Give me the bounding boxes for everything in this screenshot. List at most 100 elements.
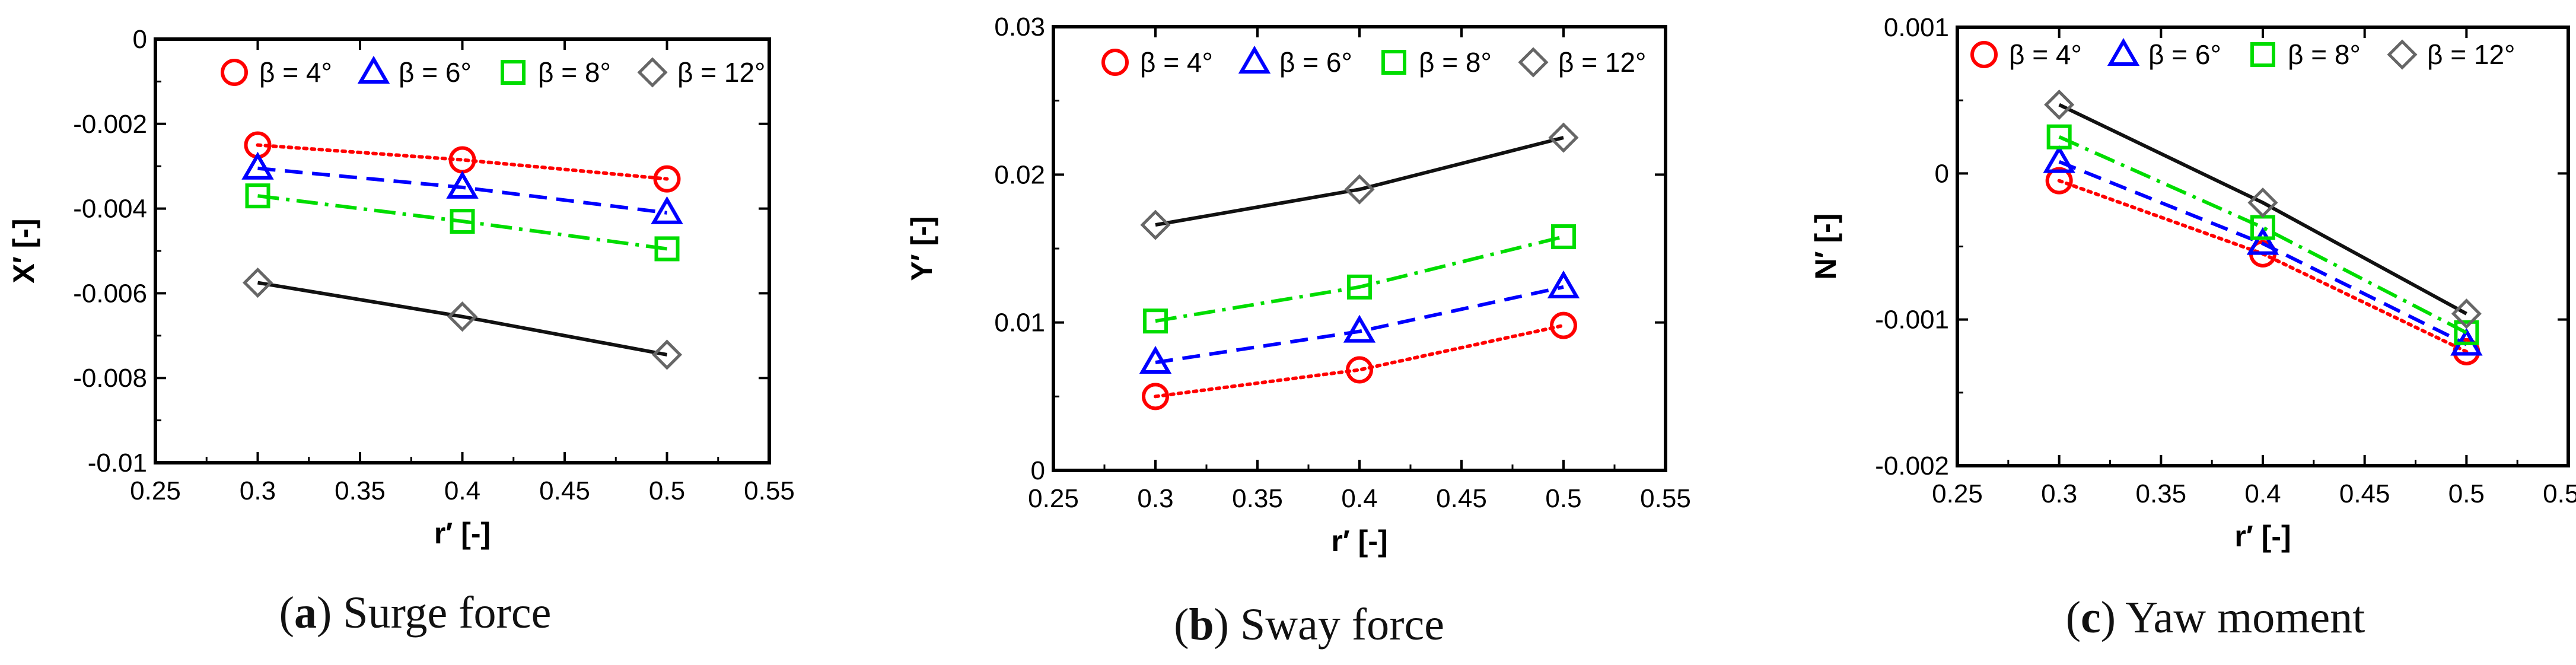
y-axis-label: Y′ [-] xyxy=(905,216,938,281)
caption-c: (c) Yaw moment xyxy=(2065,593,2365,642)
data-point xyxy=(2247,187,2278,218)
y-tick-label: -0.006 xyxy=(73,279,147,308)
x-tick-label: 0.55 xyxy=(1640,484,1691,513)
legend-marker xyxy=(1101,49,1129,76)
data-point xyxy=(1548,122,1579,153)
x-tick-label: 0.25 xyxy=(1028,484,1079,513)
data-point xyxy=(1347,274,1372,300)
y-axis-label: N′ [-] xyxy=(1809,214,1842,280)
data-point xyxy=(1142,383,1169,411)
series-line-2 xyxy=(257,194,667,251)
x-tick-label: 0.55 xyxy=(744,476,795,505)
legend-label: β = 8° xyxy=(1419,47,1492,78)
y-tick-label: 0.03 xyxy=(994,12,1045,42)
x-tick-label: 0.35 xyxy=(1232,484,1283,513)
data-point xyxy=(1139,345,1172,374)
series-line-3 xyxy=(257,281,668,357)
legend-marker xyxy=(1381,50,1406,75)
y-tick-label: -0.002 xyxy=(73,110,147,139)
series-line-0 xyxy=(1154,323,1565,399)
legend-marker xyxy=(221,59,248,86)
y-tick-label: -0.001 xyxy=(1875,306,1949,335)
x-tick-label: 0.25 xyxy=(1932,479,1983,508)
series-line-1 xyxy=(1155,285,1564,364)
caption-a: (a) Surge force xyxy=(279,588,552,638)
legend-label: β = 12° xyxy=(2427,39,2515,70)
x-tick-label: 0.25 xyxy=(130,476,181,505)
x-axis-label: r′ [-] xyxy=(2234,520,2291,553)
y-tick-label: -0.01 xyxy=(88,448,147,478)
data-point xyxy=(1143,308,1168,334)
y-tick-label: 0 xyxy=(1031,456,1045,485)
chart-panel-b: 0.25 0.3 0.35 0.4 0.45 0.5 0.55 0 0.01 0.02 0.03 r′… xyxy=(905,12,1691,558)
legend-label: β = 6° xyxy=(1279,47,1352,78)
series-line-2 xyxy=(2058,135,2467,335)
legend-marker xyxy=(501,60,526,85)
legend-marker xyxy=(357,56,390,84)
legend-marker xyxy=(1238,46,1271,74)
legend-label: β = 12° xyxy=(677,57,765,88)
series-line-3 xyxy=(1155,136,1564,227)
data-point xyxy=(1343,314,1376,343)
x-tick-label: 0.35 xyxy=(335,476,386,505)
data-point xyxy=(2043,145,2075,173)
data-point xyxy=(1550,311,1577,339)
legend-label: β = 6° xyxy=(2148,39,2221,70)
x-axis-label: r′ [-] xyxy=(434,517,491,550)
legend-marker xyxy=(637,57,668,88)
series-line-0 xyxy=(256,143,669,181)
x-tick-label: 0.4 xyxy=(1341,484,1377,513)
x-tick-label: 0.3 xyxy=(2041,479,2077,508)
data-point xyxy=(447,301,478,332)
x-tick-label: 0.5 xyxy=(2448,479,2485,508)
data-point xyxy=(1346,356,1373,384)
x-tick-label: 0.4 xyxy=(444,476,480,505)
x-tick-label: 0.4 xyxy=(2244,479,2281,508)
y-tick-label: 0.01 xyxy=(994,308,1045,338)
legend-marker xyxy=(1518,47,1549,78)
data-point xyxy=(2454,320,2479,345)
series-line-2 xyxy=(1155,235,1564,323)
data-point xyxy=(2046,124,2072,149)
chart-panel-a: 0.25 0.3 0.35 0.4 0.45 0.5 0.55 -0.01 -0.008 -0.0… xyxy=(7,25,795,550)
data-point xyxy=(651,196,683,224)
legend-marker xyxy=(1970,41,1998,68)
y-tick-label: -0.004 xyxy=(73,195,147,224)
data-point xyxy=(2044,90,2075,120)
x-axis-label: r′ [-] xyxy=(1331,524,1387,558)
y-tick-label: -0.002 xyxy=(1875,451,1949,481)
caption-b: (b) Sway force xyxy=(1174,600,1444,650)
data-point xyxy=(2045,167,2073,195)
data-point xyxy=(654,236,680,262)
legend-label: β = 4° xyxy=(1140,47,1213,78)
x-tick-label: 0.55 xyxy=(2543,479,2576,508)
legend-label: β = 8° xyxy=(2288,39,2361,70)
x-tick-label: 0.45 xyxy=(1436,484,1487,513)
data-point xyxy=(1344,174,1375,205)
data-point xyxy=(2246,227,2279,255)
legend-marker xyxy=(2107,38,2140,66)
legend-marker xyxy=(2250,42,2275,67)
data-point xyxy=(653,165,681,193)
data-point xyxy=(242,268,273,298)
x-tick-label: 0.5 xyxy=(649,476,685,505)
legend-label: β = 4° xyxy=(2009,39,2082,70)
y-tick-label: 0.001 xyxy=(1884,13,1949,42)
data-point xyxy=(1551,224,1576,250)
series-line-1 xyxy=(2058,160,2467,346)
y-tick-label: -0.008 xyxy=(73,364,147,393)
legend-label: β = 6° xyxy=(399,57,472,88)
y-tick-label: 0.02 xyxy=(994,160,1045,189)
data-point xyxy=(1140,209,1171,240)
y-tick-label: 0 xyxy=(133,25,147,54)
y-axis-label: X′ [-] xyxy=(7,218,40,283)
legend-label: β = 4° xyxy=(259,57,332,88)
x-tick-label: 0.35 xyxy=(2136,479,2187,508)
chart-panel-c: 0.25 0.3 0.35 0.4 0.45 0.5 0.55 -0.002 -0.001 0 0.… xyxy=(1809,13,2576,553)
y-tick-label: 0 xyxy=(1935,159,1949,188)
legend-marker xyxy=(2387,39,2418,70)
plot-frame xyxy=(1956,26,2570,467)
data-point xyxy=(2451,298,2482,329)
data-point xyxy=(1547,270,1580,298)
